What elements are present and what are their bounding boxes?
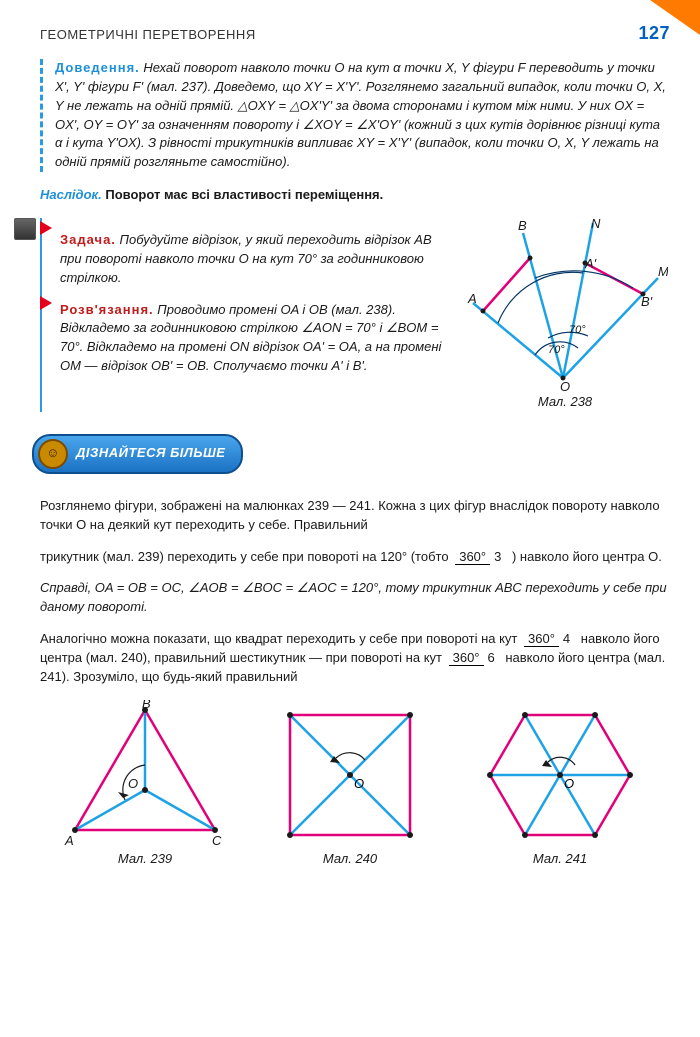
consequence-text: Поворот має всі властивості переміщення. — [105, 187, 383, 202]
svg-text:O: O — [354, 776, 364, 791]
fig238-svg: A B N M A' B' O 70° 70° — [463, 218, 668, 393]
svg-text:O: O — [564, 776, 574, 791]
svg-text:N: N — [591, 218, 601, 231]
chapter-title: ГЕОМЕТРИЧНІ ПЕРЕТВОРЕННЯ — [40, 26, 256, 45]
more-p1b: трикутник (мал. 239) переходить у себе п… — [40, 548, 670, 567]
task-paragraph: Задача. Побудуйте відрізок, у який перех… — [60, 231, 450, 288]
fig240-caption: Мал. 240 — [270, 850, 430, 869]
more-p1a: Розглянемо фігури, зображені на малюнках… — [40, 497, 670, 535]
proof-keyword: Доведення. — [55, 60, 140, 75]
arrow-icon — [40, 221, 52, 235]
coin-icon: ☺ — [38, 439, 68, 469]
arrow-icon — [40, 296, 52, 310]
svg-text:70°: 70° — [548, 344, 565, 356]
proof-paragraph: Доведення. Нехай поворот навколо точки O… — [55, 59, 670, 172]
svg-text:O: O — [560, 379, 570, 393]
svg-text:B: B — [142, 700, 151, 711]
task-text: Побудуйте відрізок, у який переходить ві… — [60, 232, 432, 285]
more-p3: Аналогічно можна показати, що квадрат пе… — [40, 630, 670, 687]
proof-block: Доведення. Нехай поворот навколо точки O… — [40, 59, 670, 172]
svg-text:B: B — [518, 218, 527, 233]
figure-238: A B N M A' B' O 70° 70° — [460, 218, 670, 412]
fraction-360-3: 360°3 — [455, 550, 505, 564]
fraction-360-4: 360°4 — [524, 632, 574, 646]
svg-text:C: C — [212, 833, 222, 848]
solve-paragraph: Розв'язання. Проводимо промені OA і OB (… — [60, 301, 450, 376]
banner-text: ДІЗНАЙТЕСЯ БІЛЬШЕ — [76, 444, 225, 463]
figure-241: O Мал. 241 — [470, 700, 650, 869]
learn-more-banner: ☺ ДІЗНАЙТЕСЯ БІЛЬШЕ — [32, 434, 243, 474]
proof-text: Нехай поворот навколо точки O на кут α т… — [55, 60, 666, 169]
consequence-keyword: Наслідок. — [40, 187, 102, 202]
svg-text:A: A — [64, 833, 74, 848]
svg-text:M: M — [658, 264, 668, 279]
fig239-caption: Мал. 239 — [60, 850, 230, 869]
page-corner — [650, 0, 700, 35]
fraction-360-6: 360°6 — [449, 651, 499, 665]
consequence-line: Наслідок. Поворот має всі властивості пе… — [40, 186, 670, 205]
fig241-caption: Мал. 241 — [470, 850, 650, 869]
task-block: Задача. Побудуйте відрізок, у який перех… — [40, 218, 670, 412]
figure-239: B A C O Мал. 239 — [60, 700, 230, 869]
figures-row: B A C O Мал. 239 O Мал. 240 — [40, 700, 670, 869]
svg-text:O: O — [128, 776, 138, 791]
figure-240: O Мал. 240 — [270, 700, 430, 869]
svg-text:A: A — [467, 291, 477, 306]
page-header: ГЕОМЕТРИЧНІ ПЕРЕТВОРЕННЯ 127 — [40, 20, 670, 46]
more-p2: Справді, OA = OB = OC, ∠AOB = ∠BOC = ∠AO… — [40, 579, 670, 617]
task-keyword: Задача. — [60, 232, 116, 247]
solve-keyword: Розв'язання. — [60, 302, 154, 317]
svg-text:70°: 70° — [569, 324, 586, 336]
fig238-caption: Мал. 238 — [460, 393, 670, 412]
